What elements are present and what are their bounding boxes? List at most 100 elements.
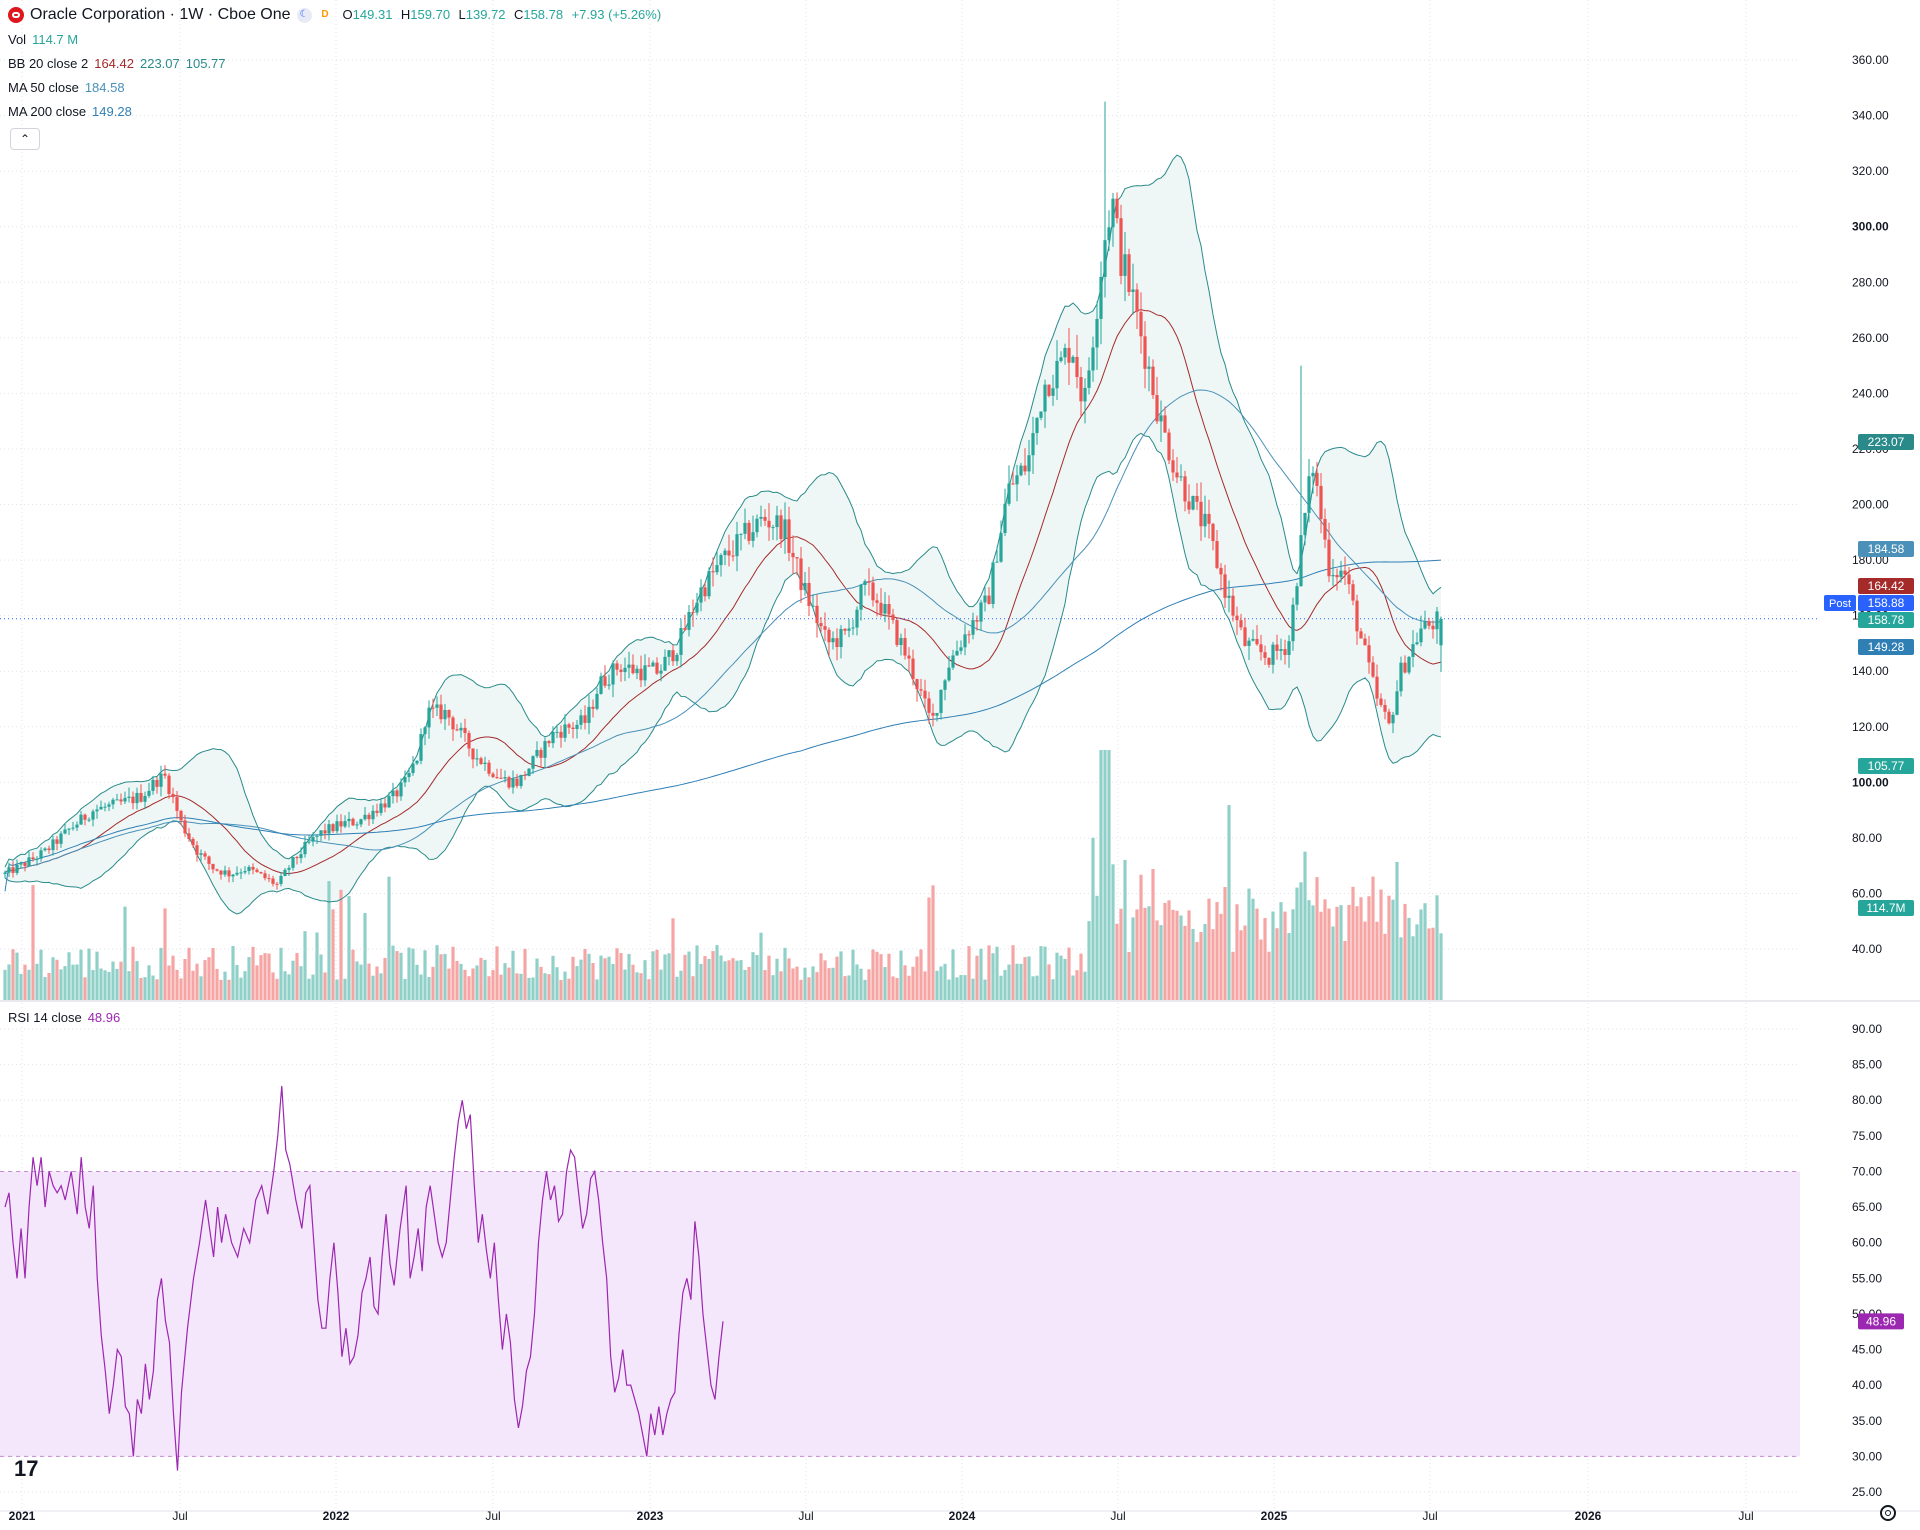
- candle-body: [87, 819, 91, 821]
- volume-bar: [1239, 930, 1243, 1000]
- volume-bar: [1123, 859, 1127, 1000]
- volume-bar: [531, 977, 535, 1000]
- settings-gear-icon[interactable]: [1880, 1505, 1896, 1521]
- rsi-band-fill: [0, 1171, 1800, 1457]
- volume-bar: [499, 974, 503, 1000]
- candle-body: [611, 663, 615, 685]
- candle-body: [851, 627, 855, 629]
- volume-bar: [1263, 917, 1267, 1000]
- candle-body: [1299, 535, 1303, 587]
- candle-body: [659, 670, 663, 674]
- ma200-legend[interactable]: MA 200 close 149.28: [8, 103, 132, 121]
- volume-bar: [1167, 900, 1171, 1000]
- volume-bar: [727, 960, 731, 1000]
- volume-bar: [415, 964, 419, 1000]
- candle-body: [327, 824, 331, 834]
- volume-bar: [795, 966, 799, 1000]
- candle-body: [131, 796, 135, 804]
- candle-body: [35, 858, 39, 860]
- volume-bar: [1215, 902, 1219, 1000]
- volume-bar: [563, 971, 567, 1000]
- tradingview-logo-icon[interactable]: 17: [14, 1456, 39, 1481]
- volume-bar: [1371, 876, 1375, 1000]
- volume-bar: [631, 964, 635, 1000]
- volume-bar: [855, 964, 859, 1000]
- volume-bar: [355, 961, 359, 1000]
- volume-bar: [567, 978, 571, 1000]
- candle-body: [203, 853, 207, 857]
- price-label-text: 223.07: [1868, 435, 1905, 449]
- volume-bar: [271, 972, 275, 1000]
- rsi-line-path: [4, 1085, 724, 1471]
- candle-body: [1323, 518, 1327, 540]
- volume-bar: [519, 973, 523, 1000]
- volume-bar: [1083, 971, 1087, 1000]
- volume-bar: [611, 963, 615, 1000]
- volume-bar: [731, 958, 735, 1000]
- symbol-title[interactable]: Oracle Corporation · 1W · Cboe One: [30, 6, 291, 23]
- volume-bar: [171, 955, 175, 1000]
- candle-body: [815, 605, 819, 624]
- volume-bar: [1175, 910, 1179, 1000]
- candle-body: [627, 664, 631, 668]
- candle-body: [931, 712, 935, 716]
- volume-bar: [71, 964, 75, 1000]
- volume-bar: [763, 970, 767, 1000]
- bb-legend[interactable]: BB 20 close 2 164.42 223.07 105.77: [8, 55, 226, 73]
- volume-bar: [507, 967, 511, 1000]
- volume-bar: [1015, 963, 1019, 1000]
- candle-body: [531, 756, 535, 769]
- candle-body: [899, 637, 903, 646]
- candle-body: [1431, 625, 1435, 630]
- volume-bar: [1419, 909, 1423, 1000]
- candle-body: [1343, 570, 1347, 575]
- candle-body: [1195, 495, 1199, 502]
- volume-bar: [1135, 909, 1139, 1000]
- volume-bar: [847, 975, 851, 1000]
- volume-bar: [691, 976, 695, 1000]
- volume-bar: [267, 953, 271, 1000]
- candle-body: [551, 732, 555, 744]
- candle-body: [927, 698, 931, 713]
- candle-body: [407, 773, 411, 778]
- volume-bar: [1099, 750, 1103, 1000]
- rsi-label-box: [1858, 1313, 1904, 1330]
- volume-bar: [59, 969, 63, 1000]
- candle-body: [1083, 387, 1087, 402]
- vol-legend[interactable]: Vol 114.7 M: [8, 31, 78, 49]
- ma50-legend[interactable]: MA 50 close 184.58: [8, 79, 125, 97]
- candle-body: [775, 515, 779, 528]
- candle-body: [199, 853, 203, 855]
- volume-bar: [1063, 958, 1067, 1000]
- candle-body: [619, 669, 623, 673]
- candle-body: [1199, 501, 1203, 527]
- volume-bar: [1043, 946, 1047, 1000]
- candle-body: [243, 871, 247, 873]
- volume-bar: [715, 945, 719, 1000]
- volume-bar: [935, 970, 939, 1000]
- volume-bar: [343, 978, 347, 1000]
- candle-body: [807, 582, 811, 606]
- volume-bar: [1351, 886, 1355, 1000]
- volume-bar: [683, 954, 687, 1000]
- volume-bar: [759, 932, 763, 1000]
- collapse-legend-button[interactable]: ⌃: [10, 128, 40, 150]
- volume-bar: [11, 949, 15, 1000]
- volume-bar: [187, 947, 191, 1000]
- candle-body: [1071, 356, 1075, 363]
- volume-bar: [635, 972, 639, 1000]
- candle-body: [1407, 656, 1411, 673]
- rsi-tick-label: 85.00: [1852, 1058, 1882, 1072]
- candle-body: [1259, 644, 1263, 653]
- candle-body: [1031, 433, 1035, 456]
- volume-bar: [1119, 908, 1123, 1000]
- rsi-legend[interactable]: RSI 14 close 48.96: [8, 1009, 120, 1027]
- volume-bar: [231, 946, 235, 1000]
- dividend-d-icon[interactable]: D: [321, 9, 329, 20]
- volume-bar: [1007, 964, 1011, 1000]
- volume-bar: [1431, 927, 1435, 1000]
- candle-body: [943, 680, 947, 690]
- moon-icon[interactable]: ☾: [296, 7, 312, 23]
- volume-bar: [679, 970, 683, 1000]
